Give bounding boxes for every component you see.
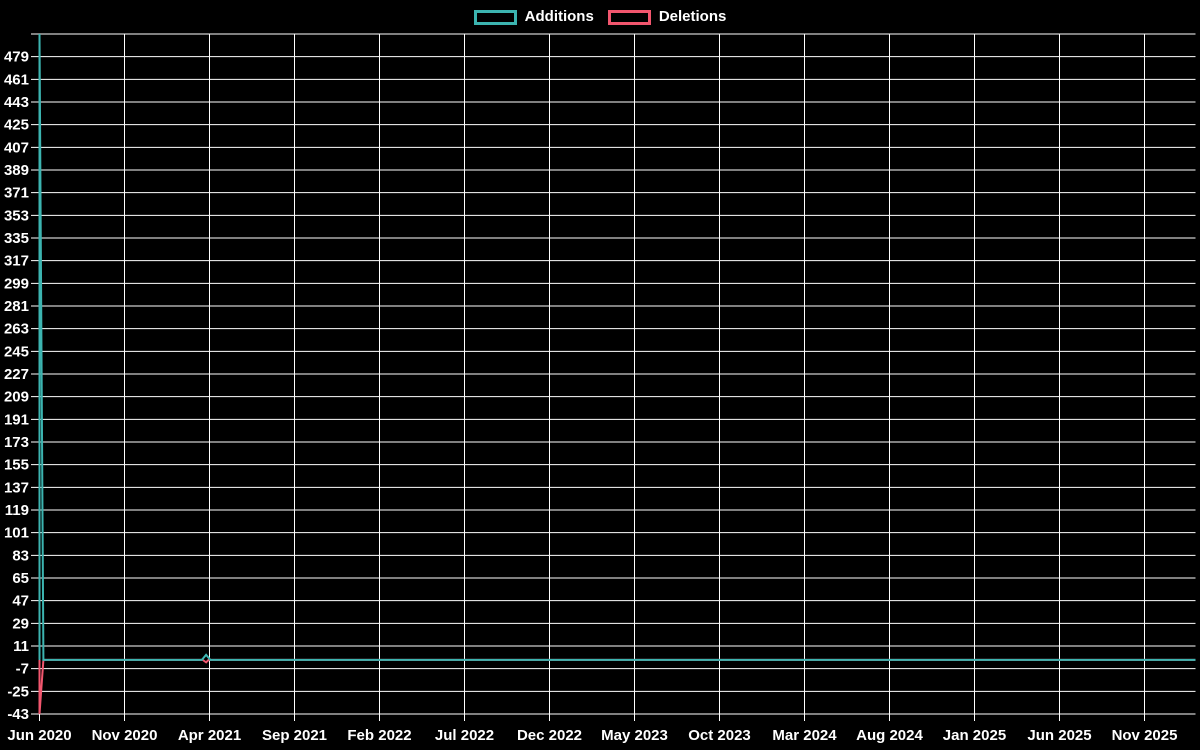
x-tick-label: Nov 2020 xyxy=(92,727,158,744)
y-tick-label: 479 xyxy=(4,49,29,66)
x-tick-label: May 2023 xyxy=(601,727,668,744)
y-tick-label: -25 xyxy=(7,683,29,700)
y-tick-label: 83 xyxy=(12,547,29,564)
legend-label-additions: Additions xyxy=(524,8,594,25)
y-tick-label: 335 xyxy=(4,230,29,247)
x-tick-label: Mar 2024 xyxy=(772,727,837,744)
additions-swatch-icon xyxy=(473,9,517,25)
y-tick-label: 29 xyxy=(12,615,29,632)
y-tick-label: 371 xyxy=(4,185,29,202)
y-tick-label: 119 xyxy=(5,502,29,519)
x-tick-label: Jul 2022 xyxy=(435,727,494,744)
y-tick-label: 353 xyxy=(4,207,29,224)
legend-item-additions[interactable]: Additions xyxy=(473,8,594,26)
y-tick-label: 101 xyxy=(4,525,29,542)
y-tick-label: 443 xyxy=(4,94,29,111)
y-tick-label: 407 xyxy=(4,139,29,156)
y-tick-label: -43 xyxy=(7,706,29,723)
x-tick-label: Oct 2023 xyxy=(688,727,751,744)
y-tick-label: 227 xyxy=(4,366,29,383)
x-tick-label: Apr 2021 xyxy=(178,727,241,744)
x-tick-label: Jan 2025 xyxy=(943,727,1006,744)
y-tick-label: 191 xyxy=(4,411,29,428)
legend-item-deletions[interactable]: Deletions xyxy=(607,8,727,26)
deletions-line xyxy=(38,658,1196,715)
x-tick-label: Feb 2022 xyxy=(347,727,411,744)
x-tick-label: Dec 2022 xyxy=(517,727,582,744)
y-tick-label: 155 xyxy=(4,457,29,474)
x-tick-label: Sep 2021 xyxy=(262,727,327,744)
x-tick-label: Nov 2025 xyxy=(1112,727,1178,744)
deletions-swatch-icon xyxy=(607,9,651,25)
y-tick-label: 245 xyxy=(4,343,29,360)
y-tick-label: 209 xyxy=(4,389,29,406)
y-tick-label: 317 xyxy=(4,253,29,270)
y-tick-label: 281 xyxy=(4,298,29,315)
x-tick-label: Jun 2020 xyxy=(7,727,71,744)
y-tick-label: 137 xyxy=(4,479,29,496)
y-tick-label: 461 xyxy=(4,71,29,88)
additions-line xyxy=(38,33,1196,661)
y-tick-label: 173 xyxy=(4,434,29,451)
x-tick-label: Jun 2025 xyxy=(1027,727,1091,744)
y-tick-label: 425 xyxy=(4,117,29,134)
y-tick-label: 299 xyxy=(4,275,29,292)
chart-legend: Additions Deletions xyxy=(0,8,1200,26)
legend-label-deletions: Deletions xyxy=(658,8,727,25)
y-tick-label: 11 xyxy=(13,638,29,655)
y-tick-label: 65 xyxy=(12,570,29,587)
y-tick-label: 389 xyxy=(4,162,29,179)
y-tick-label: 47 xyxy=(12,593,29,610)
y-tick-label: 263 xyxy=(4,321,29,338)
x-tick-label: Aug 2024 xyxy=(856,727,923,744)
y-tick-label: -7 xyxy=(16,661,29,678)
